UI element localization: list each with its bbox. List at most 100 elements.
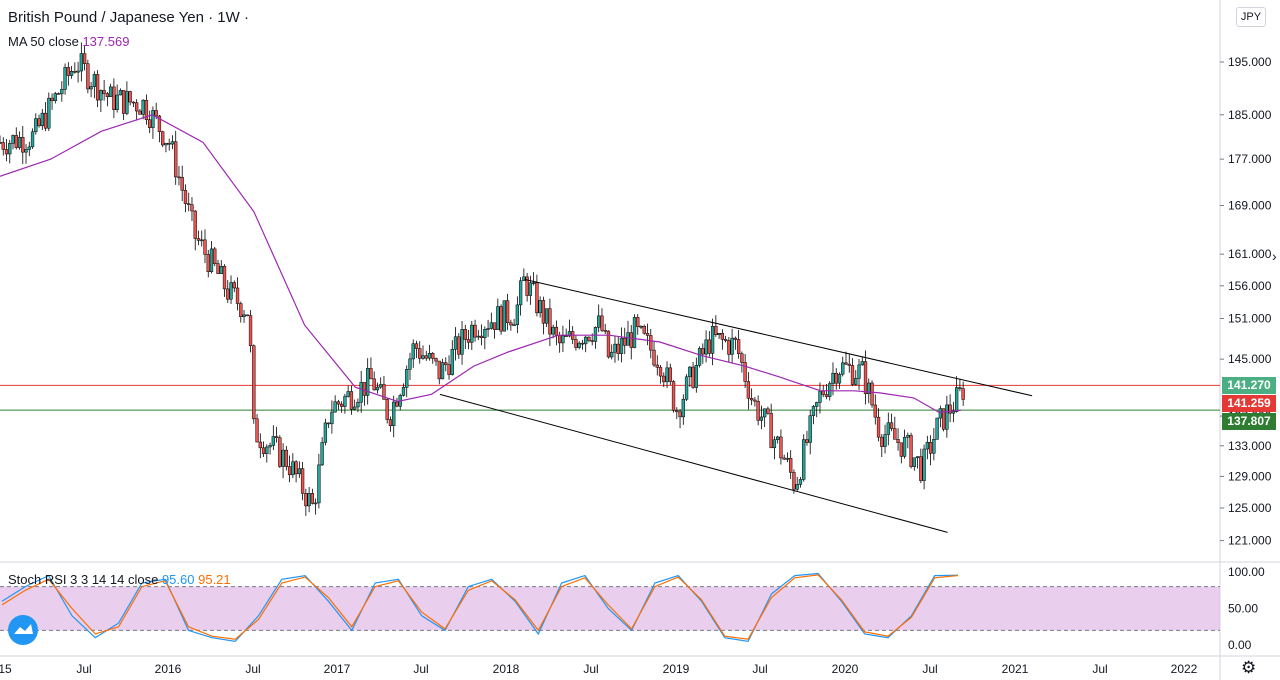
candle-body xyxy=(69,71,74,76)
candle-body xyxy=(408,358,412,370)
candle-body xyxy=(548,308,552,335)
candle-body xyxy=(219,266,223,274)
time-axis-label: Jul xyxy=(245,662,260,676)
price-tick-label: 195.000 xyxy=(1228,55,1272,69)
candle-body xyxy=(499,306,503,332)
candle-body xyxy=(375,386,380,391)
candle-body xyxy=(138,110,142,115)
time-axis-label: Jul xyxy=(76,662,91,676)
stoch-d-line xyxy=(1,574,959,640)
candles-group xyxy=(0,42,965,516)
candle-body xyxy=(948,404,952,414)
candle-body xyxy=(489,322,493,329)
candle-body xyxy=(379,384,383,388)
candle-body xyxy=(512,324,516,327)
candle-body xyxy=(704,339,708,355)
candle-body xyxy=(876,416,881,438)
price-tick-label: 129.000 xyxy=(1228,469,1272,483)
candle-body xyxy=(86,63,90,90)
candle-body xyxy=(886,422,890,435)
candle-body xyxy=(424,355,428,359)
candle-body xyxy=(144,99,149,120)
candle-body xyxy=(736,339,741,354)
time-axis-label: 2017 xyxy=(324,662,351,676)
candle-body xyxy=(567,331,572,337)
time-axis-label: 2018 xyxy=(493,662,520,676)
time-axis-label: Jul xyxy=(922,662,937,676)
ma-label: MA 50 close xyxy=(8,34,79,49)
candle-body xyxy=(164,142,168,146)
candle-body xyxy=(131,101,136,104)
price-tick-label: 156.000 xyxy=(1228,279,1272,293)
candle-body xyxy=(50,97,54,102)
candle-body xyxy=(190,204,194,212)
candle-body xyxy=(707,339,711,354)
time-axis-label: Jul xyxy=(413,662,428,676)
candle-body xyxy=(844,362,848,365)
candle-body xyxy=(665,367,669,383)
time-axis-label: Jul xyxy=(752,662,767,676)
currency-badge[interactable]: JPY xyxy=(1236,7,1266,27)
candle-body xyxy=(919,456,923,481)
candle-body xyxy=(307,493,311,507)
candle-body xyxy=(128,91,132,103)
candle-body xyxy=(723,339,728,341)
time-axis-label: 15 xyxy=(0,662,12,676)
candle-body xyxy=(102,90,106,94)
price-tick-label: 185.000 xyxy=(1228,108,1272,122)
candle-body xyxy=(584,336,588,345)
candle-body xyxy=(222,266,227,290)
ma-legend: MA 50 close 137.569 xyxy=(8,34,129,49)
candle-body xyxy=(300,468,305,494)
candle-body xyxy=(99,90,103,101)
candle-body xyxy=(258,441,262,449)
candle-body xyxy=(802,439,806,480)
candle-body xyxy=(395,401,399,407)
candle-body xyxy=(362,382,367,396)
gear-icon[interactable]: ⚙ xyxy=(1241,658,1257,677)
tradingview-logo-icon[interactable] xyxy=(8,615,38,645)
candle-body xyxy=(730,337,734,355)
candle-body xyxy=(518,280,523,306)
candle-body xyxy=(366,368,370,396)
ma-50-line xyxy=(0,114,962,414)
candle-body xyxy=(854,378,858,385)
candle-body xyxy=(89,86,93,90)
candle-body xyxy=(473,324,477,338)
candle-body xyxy=(850,365,855,385)
candle-body xyxy=(460,329,464,355)
candle-body xyxy=(121,90,126,114)
candle-body xyxy=(538,300,542,314)
candle-body xyxy=(961,388,965,400)
candle-body xyxy=(606,330,611,358)
candle-body xyxy=(1,142,5,150)
candle-body xyxy=(414,343,419,349)
candle-body xyxy=(82,53,87,64)
time-axis-label: Jul xyxy=(1092,662,1107,676)
candle-body xyxy=(906,435,910,438)
candle-body xyxy=(30,131,35,148)
candle-body xyxy=(645,333,650,336)
candle-body xyxy=(229,282,233,300)
candle-body xyxy=(688,366,692,378)
candle-body xyxy=(629,332,633,348)
candle-body xyxy=(694,365,698,388)
candle-body xyxy=(912,457,916,467)
candle-body xyxy=(479,335,484,338)
chevron-icon[interactable]: › xyxy=(1272,248,1277,264)
candle-body xyxy=(922,448,926,481)
candle-body xyxy=(899,442,903,457)
stoch-tick-label: 50.00 xyxy=(1228,602,1258,616)
candle-body xyxy=(492,322,497,330)
candle-body xyxy=(450,349,454,375)
candle-body xyxy=(740,353,744,363)
candle-body xyxy=(766,408,770,414)
candle-body xyxy=(613,343,617,353)
candle-body xyxy=(925,442,929,450)
candle-body xyxy=(824,394,829,397)
candle-body xyxy=(317,464,321,504)
stoch-legend: Stoch RSI 3 3 14 14 close 95.60 95.21 xyxy=(8,572,231,587)
candle-body xyxy=(776,436,780,440)
candle-body xyxy=(14,135,18,148)
